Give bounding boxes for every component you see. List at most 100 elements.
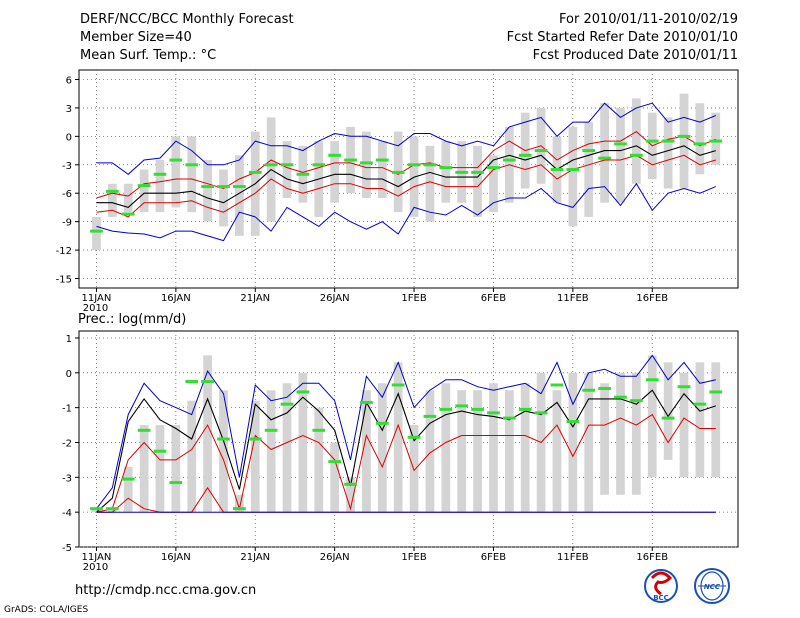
x-tick-label: 21JAN [240, 293, 270, 304]
upper-percentile-line [96, 130, 716, 199]
spread-box [711, 362, 721, 478]
spread-box [409, 425, 419, 513]
spread-box [489, 383, 498, 513]
logo-ncc-text: NCC [704, 583, 721, 591]
y-tick-label: 0 [66, 369, 72, 380]
spread-box [520, 383, 530, 513]
logo-bcc-text: BCC [653, 594, 669, 602]
x-tick-label: 6FEB [481, 293, 506, 304]
x-tick-label: 11JAN [82, 293, 112, 304]
x-tick-label: 1FEB [401, 552, 426, 563]
spread-box [203, 355, 212, 513]
x-year-label: 2010 [83, 562, 108, 573]
y-tick-label: 6 [66, 75, 72, 86]
forecast-range: For 2010/01/11-2010/02/19 [559, 12, 738, 27]
x-tick-label: 11JAN [82, 552, 112, 563]
spread-box [171, 136, 181, 208]
spread-box [600, 383, 609, 495]
fcst-produced-date: Fcst Produced Date 2010/01/11 [532, 48, 738, 63]
spread-box [441, 383, 451, 513]
ensemble-mean-line [96, 145, 716, 209]
spread-box [282, 383, 292, 513]
spread-box [568, 126, 578, 227]
y-tick-label: -9 [62, 218, 72, 229]
spread-box [584, 122, 594, 217]
spread-box [282, 141, 292, 198]
plot-frame [78, 330, 739, 548]
x-tick-label: 16FEB [636, 552, 668, 563]
grads-credit: GrADS: COLA/IGES [4, 605, 89, 615]
y-tick-label: -12 [56, 246, 72, 257]
spread-box [155, 425, 165, 513]
spread-box [632, 98, 641, 184]
x-tick-label: 26JAN [320, 293, 350, 304]
variable-label: Mean Surf. Temp.: °C [80, 48, 217, 63]
x-tick-label: 21JAN [240, 552, 270, 563]
spread-box [647, 355, 657, 478]
spread-box [235, 494, 244, 513]
y-tick-label: -5 [62, 543, 72, 554]
x-year-label: 2010 [83, 303, 108, 314]
spread-box [457, 390, 467, 513]
spread-box [600, 103, 609, 203]
spread-box [393, 362, 403, 513]
x-tick-label: 16JAN [161, 293, 191, 304]
spread-box [187, 136, 197, 213]
spread-box [695, 103, 705, 175]
y-tick-label: 3 [66, 104, 72, 115]
spread-box [107, 508, 117, 513]
spread-box [616, 107, 625, 203]
y-tick-label: -6 [62, 189, 72, 200]
y-tick-label: -3 [62, 473, 72, 484]
ensemble-mean-line [96, 389, 716, 513]
spread-box [92, 216, 101, 251]
header-title: DERF/NCC/BCC Monthly Forecast [80, 12, 294, 27]
x-tick-label: 11FEB [557, 293, 589, 304]
spread-box [663, 362, 673, 460]
spread-box [187, 400, 197, 513]
y-tick-label: -4 [62, 508, 72, 519]
x-tick-label: 1FEB [401, 293, 426, 304]
y-tick-label: -2 [62, 438, 72, 449]
spread-box [695, 362, 705, 478]
spread-box [425, 390, 435, 513]
spread-box [235, 155, 244, 236]
spread-box [250, 400, 260, 513]
y-tick-label: 0 [66, 132, 72, 143]
spread-box [489, 155, 498, 213]
spread-box [362, 390, 371, 513]
x-tick-label: 26JAN [320, 552, 350, 563]
member-size: Member Size=40 [80, 30, 192, 45]
source-url[interactable]: http://cmdp.ncc.cma.gov.cn [75, 583, 257, 598]
spread-box [377, 141, 387, 198]
spread-box [123, 183, 133, 213]
max-envelope-line [96, 354, 716, 510]
upper-percentile-line [96, 413, 716, 513]
spread-box [616, 372, 625, 495]
spread-box [139, 425, 149, 513]
spread-box [679, 372, 689, 478]
spread-box [473, 145, 482, 217]
spread-box [632, 372, 641, 495]
spread-box [123, 466, 133, 513]
x-tick-label: 6FEB [481, 552, 506, 563]
spread-box [584, 372, 594, 513]
spread-box [568, 372, 578, 513]
x-tick-label: 16JAN [161, 552, 191, 563]
spread-box [362, 131, 371, 198]
precip-label: Prec.: log(mm/d) [78, 312, 187, 327]
spread-box [504, 390, 514, 513]
x-tick-label: 16FEB [636, 293, 668, 304]
spread-box [425, 145, 435, 222]
spread-box [219, 390, 228, 513]
spread-box [92, 508, 101, 513]
spread-box [314, 407, 324, 513]
max-envelope-line [96, 102, 716, 175]
spread-box [679, 93, 689, 189]
spread-box [663, 117, 673, 189]
spread-box [203, 160, 212, 222]
y-tick-label: -15 [56, 275, 72, 286]
